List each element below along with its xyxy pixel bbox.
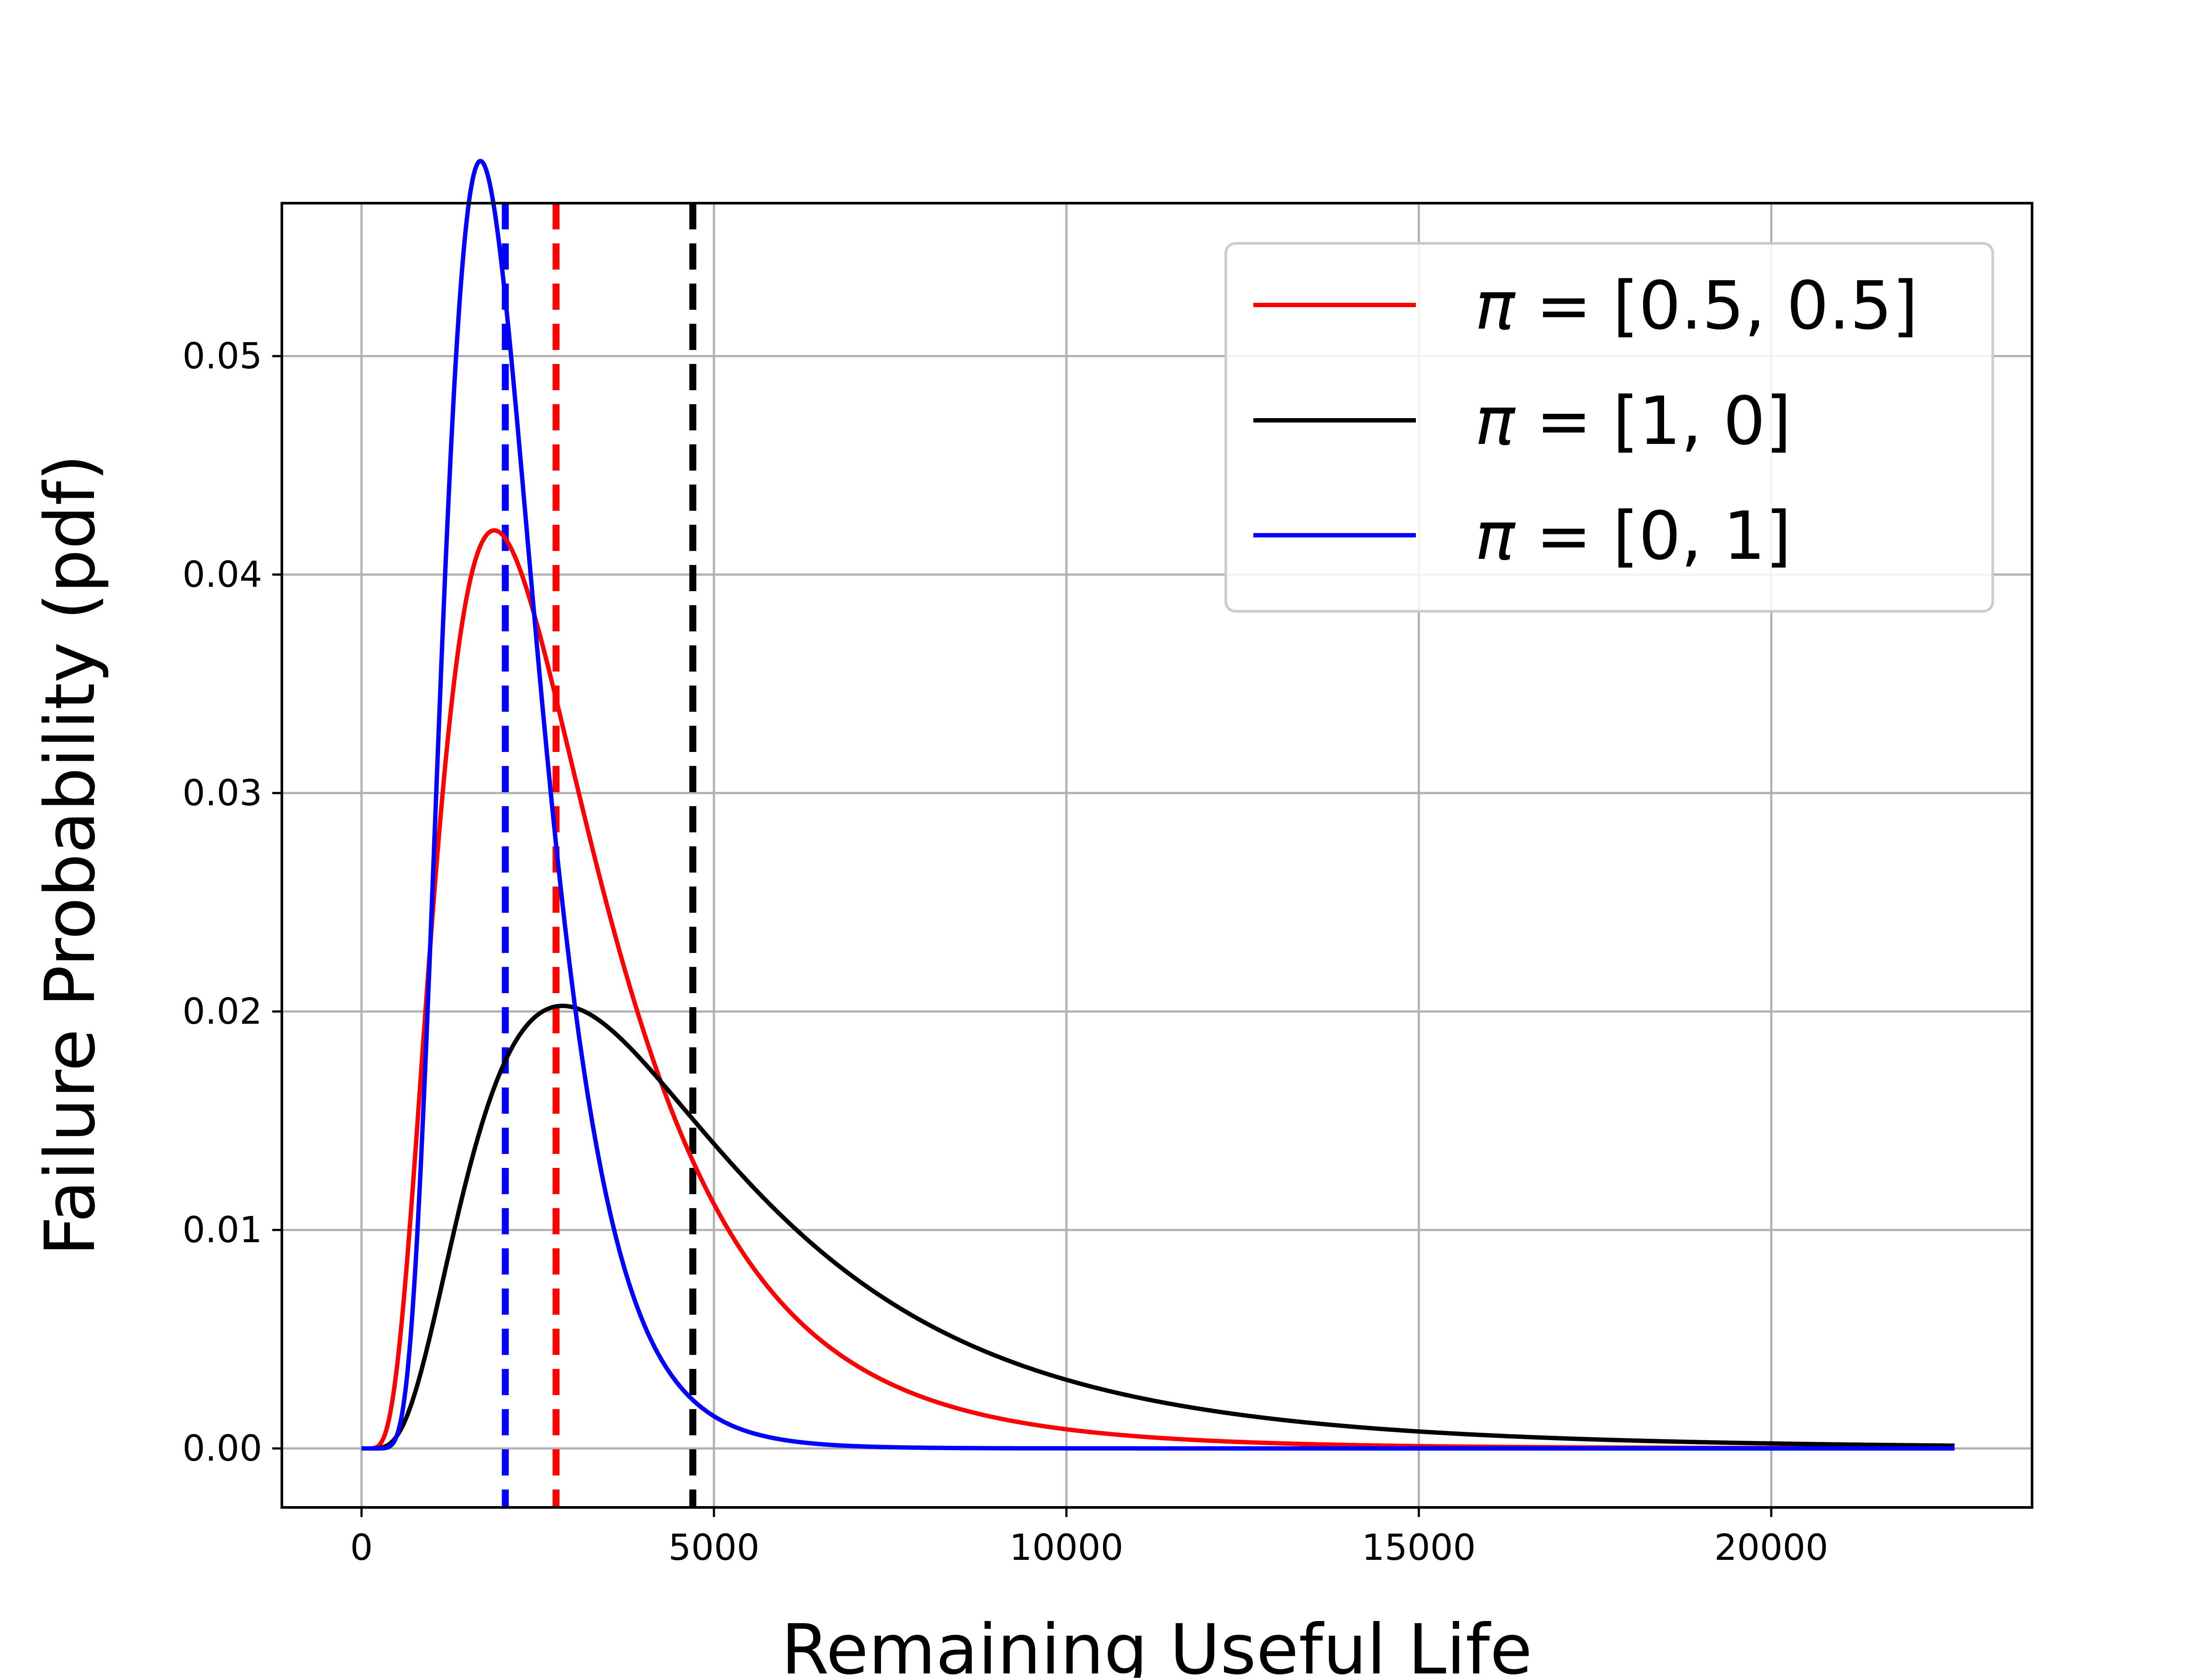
x-tick-label: 10000 (1009, 1527, 1124, 1569)
series-line-2 (360, 159, 1956, 1451)
plot-frame (281, 202, 2033, 1509)
series-layer (360, 159, 1956, 1451)
y-tick-label: 0.05 (182, 336, 262, 377)
mean-lines-layer (502, 203, 697, 1507)
y-tick-label: 0.01 (182, 1209, 262, 1251)
tick-layer: 0 5000 10000 15000 20000 0.00 0.01 0.02 0.03 0.04… (182, 336, 1828, 1569)
y-tick-label: 0.00 (182, 1428, 262, 1469)
legend-label-pi-0.5-0.5: π = [0.5, 0.5] (1475, 267, 1918, 344)
y-tick-label: 0.02 (182, 991, 262, 1032)
legend-box (1224, 242, 1994, 613)
legend-label-pi-1-0: π = [1, 0] (1475, 382, 1791, 460)
y-axis-title: Failure Probability (pdf) (30, 454, 111, 1256)
series-line-1 (360, 1004, 1956, 1451)
y-tick-label: 0.04 (182, 554, 262, 596)
x-axis-title: Remaining Useful Life (781, 1610, 1532, 1678)
x-tick-label: 5000 (668, 1527, 760, 1569)
y-tick-label: 0.03 (182, 772, 262, 814)
series-line-0 (360, 528, 1956, 1451)
x-tick-label: 0 (350, 1527, 373, 1569)
x-tick-label: 15000 (1362, 1527, 1476, 1569)
x-tick-label: 20000 (1714, 1527, 1828, 1569)
legend: π = [0.5, 0.5] π = [1, 0] π = [0, 1] (1224, 242, 1994, 613)
legend-label-pi-0-1: π = [0, 1] (1475, 497, 1791, 575)
